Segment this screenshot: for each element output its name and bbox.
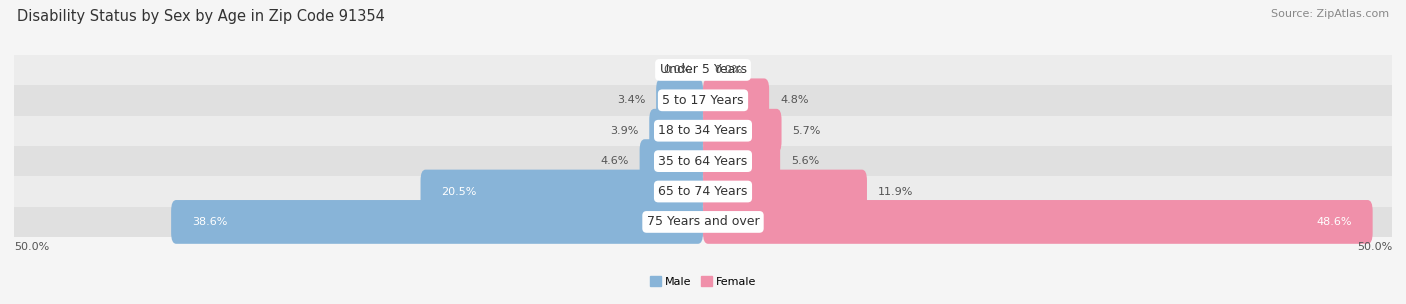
Bar xyxy=(14,207,1392,237)
Text: 0.0%: 0.0% xyxy=(714,65,742,75)
Text: Source: ZipAtlas.com: Source: ZipAtlas.com xyxy=(1271,9,1389,19)
FancyBboxPatch shape xyxy=(650,109,703,153)
Text: 5.6%: 5.6% xyxy=(792,156,820,166)
Bar xyxy=(14,55,1392,85)
Bar xyxy=(14,85,1392,116)
FancyBboxPatch shape xyxy=(640,139,703,183)
Text: 5.7%: 5.7% xyxy=(793,126,821,136)
Text: 38.6%: 38.6% xyxy=(191,217,228,227)
Text: 48.6%: 48.6% xyxy=(1316,217,1353,227)
Text: 3.4%: 3.4% xyxy=(617,95,645,105)
FancyBboxPatch shape xyxy=(172,200,703,244)
Text: 3.9%: 3.9% xyxy=(610,126,638,136)
FancyBboxPatch shape xyxy=(420,170,703,213)
FancyBboxPatch shape xyxy=(657,78,703,122)
Legend: Male, Female: Male, Female xyxy=(650,276,756,287)
Text: 18 to 34 Years: 18 to 34 Years xyxy=(658,124,748,137)
Bar xyxy=(14,146,1392,176)
FancyBboxPatch shape xyxy=(703,139,780,183)
Text: 50.0%: 50.0% xyxy=(1357,242,1392,252)
Bar xyxy=(14,116,1392,146)
Text: 65 to 74 Years: 65 to 74 Years xyxy=(658,185,748,198)
Text: 11.9%: 11.9% xyxy=(877,187,914,196)
Text: 75 Years and over: 75 Years and over xyxy=(647,216,759,228)
Text: 4.6%: 4.6% xyxy=(600,156,628,166)
FancyBboxPatch shape xyxy=(703,170,868,213)
FancyBboxPatch shape xyxy=(703,78,769,122)
Bar xyxy=(14,176,1392,207)
Text: Under 5 Years: Under 5 Years xyxy=(659,64,747,76)
Text: 35 to 64 Years: 35 to 64 Years xyxy=(658,155,748,168)
Text: 0.0%: 0.0% xyxy=(664,65,692,75)
FancyBboxPatch shape xyxy=(703,200,1372,244)
Text: 4.8%: 4.8% xyxy=(780,95,808,105)
FancyBboxPatch shape xyxy=(703,109,782,153)
Text: 5 to 17 Years: 5 to 17 Years xyxy=(662,94,744,107)
Text: 20.5%: 20.5% xyxy=(441,187,477,196)
Text: Disability Status by Sex by Age in Zip Code 91354: Disability Status by Sex by Age in Zip C… xyxy=(17,9,385,24)
Text: 50.0%: 50.0% xyxy=(14,242,49,252)
